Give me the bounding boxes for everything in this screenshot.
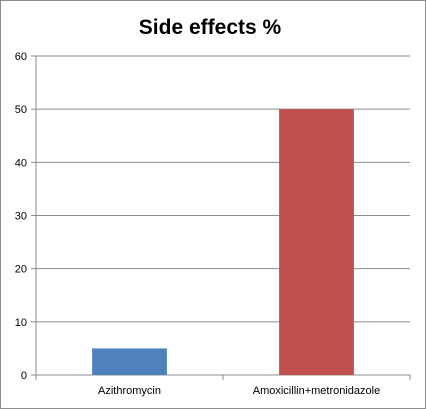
y-tick-label: 50: [15, 104, 27, 116]
y-tick-label: 10: [15, 317, 27, 329]
x-category-label: Azithromycin: [98, 385, 161, 397]
bar-amoxicillin-metronidazole: [279, 109, 354, 376]
x-category-label: Amoxicillin+metronidazole: [253, 385, 380, 397]
y-tick-label: 20: [15, 264, 27, 276]
tick-labels: 0 10 20 30 40 50 60 Azithromycin Amoxicillin+met…: [15, 51, 380, 397]
chart-title: Side effects %: [139, 16, 282, 39]
bar-azithromycin: [92, 348, 167, 375]
y-tick-label: 40: [15, 157, 27, 169]
y-tick-label: 30: [15, 211, 27, 223]
y-tick-label: 60: [15, 51, 27, 63]
y-tick-label: 0: [21, 370, 27, 382]
bars: [92, 109, 354, 376]
